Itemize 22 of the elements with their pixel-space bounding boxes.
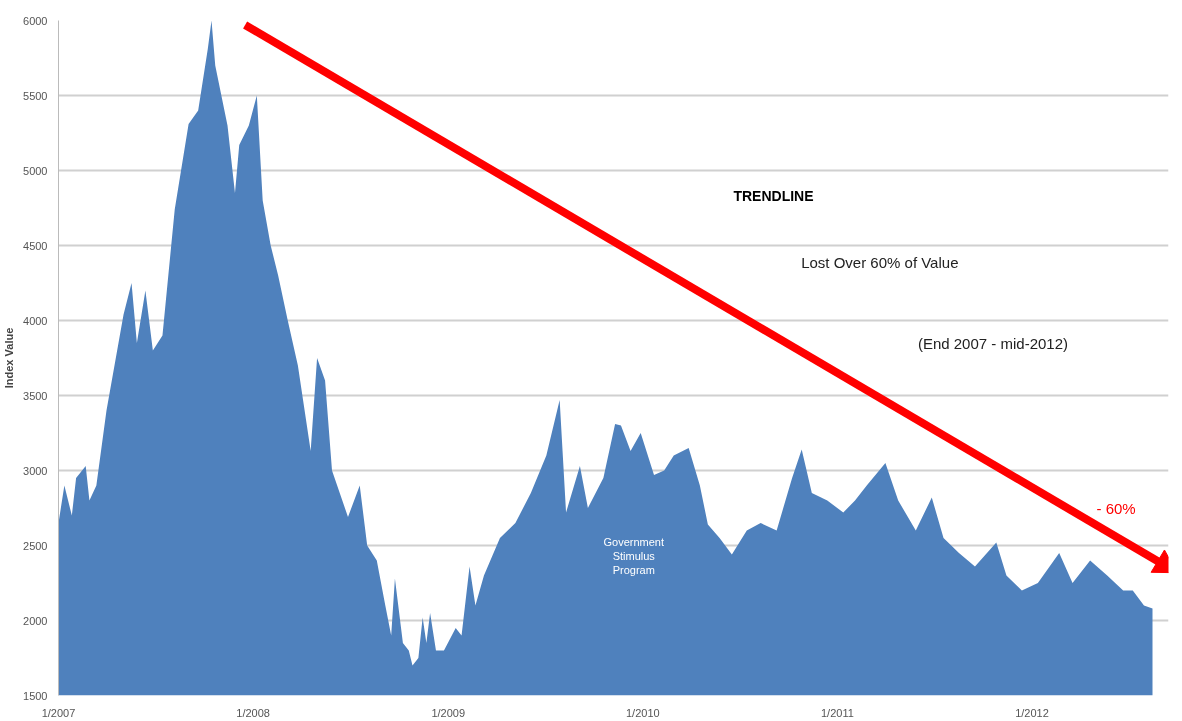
annotation: TRENDLINE [733, 188, 814, 204]
annotation: - 60% [1096, 499, 1136, 517]
y-tick-label: 1500 [23, 689, 48, 702]
x-tick-label: 1/2009 [431, 706, 466, 719]
annotation: Lost Over 60% of Value [801, 253, 959, 271]
y-tick-label: 6000 [23, 14, 48, 27]
y-tick-label: 4500 [23, 239, 48, 252]
y-tick-label: 2000 [23, 614, 48, 627]
y-tick-label: 4000 [23, 314, 48, 327]
y-tick-label: 5000 [23, 164, 48, 177]
x-tick-label: 1/2007 [41, 706, 76, 719]
x-tick-label: 1/2012 [1015, 706, 1049, 719]
y-tick-label: 3000 [23, 464, 48, 477]
y-tick-label: 3500 [23, 389, 48, 402]
y-tick-label: 2500 [23, 539, 48, 552]
y-tick-label: 5500 [23, 89, 48, 102]
x-tick-label: 1/2011 [821, 706, 854, 719]
y-axis-title: Index Value [3, 327, 16, 389]
annotation: (End 2007 - mid-2012) [917, 334, 1069, 352]
x-tick-label: 1/2010 [626, 706, 660, 719]
x-tick-label: 1/2008 [236, 706, 270, 719]
annotation: Government Stimulus Program [603, 535, 665, 577]
